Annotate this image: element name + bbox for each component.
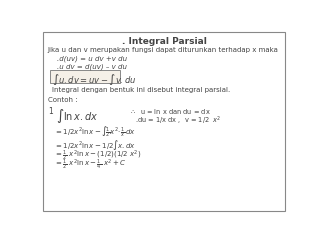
Text: .du = 1/x dx ,  v = 1/2  $x^2$: .du = 1/x dx , v = 1/2 $x^2$ [134, 115, 221, 127]
Text: $= \frac{1}{2}\ x^2 \ln x - \frac{1}{4}\ x^2 + C$: $= \frac{1}{2}\ x^2 \ln x - \frac{1}{4}\… [54, 158, 126, 172]
Text: $\therefore$  u = ln x dan du = dx: $\therefore$ u = ln x dan du = dx [129, 107, 211, 116]
Text: Jika u dan v merupakan fungsi dapat diturunkan terhadap x maka: Jika u dan v merupakan fungsi dapat ditu… [48, 47, 279, 53]
Text: $= 1/2x^2 \ln x - 1/2\int x.dx$: $= 1/2x^2 \ln x - 1/2\int x.dx$ [54, 138, 136, 152]
Text: .u dv = d(uv) – v du: .u dv = d(uv) – v du [57, 63, 127, 70]
Text: .d(uv) = u dv +v du: .d(uv) = u dv +v du [57, 56, 127, 62]
Text: Integral dengan bentuk ini disebut integral parsial.: Integral dengan bentuk ini disebut integ… [52, 87, 231, 93]
Text: . Integral Parsial: . Integral Parsial [122, 36, 206, 46]
FancyBboxPatch shape [43, 32, 285, 210]
Text: Contoh :: Contoh : [48, 96, 77, 102]
Text: $\int \ln x.dx$: $\int \ln x.dx$ [55, 107, 98, 125]
Text: $= \frac{1}{2}\ x^2 \ln x - (1/2)(1/2\ x^2)$: $= \frac{1}{2}\ x^2 \ln x - (1/2)(1/2\ x… [54, 149, 141, 163]
Text: 1: 1 [48, 107, 52, 116]
Text: $\int u.dv = uv - \int v.du$: $\int u.dv = uv - \int v.du$ [52, 72, 137, 87]
Text: $= 1/2x^2 \ln x - \int\!\frac{1}{2}x^2\!\cdot\!\frac{1}{x}\,dx$: $= 1/2x^2 \ln x - \int\!\frac{1}{2}x^2\!… [54, 124, 136, 139]
FancyBboxPatch shape [50, 70, 120, 84]
